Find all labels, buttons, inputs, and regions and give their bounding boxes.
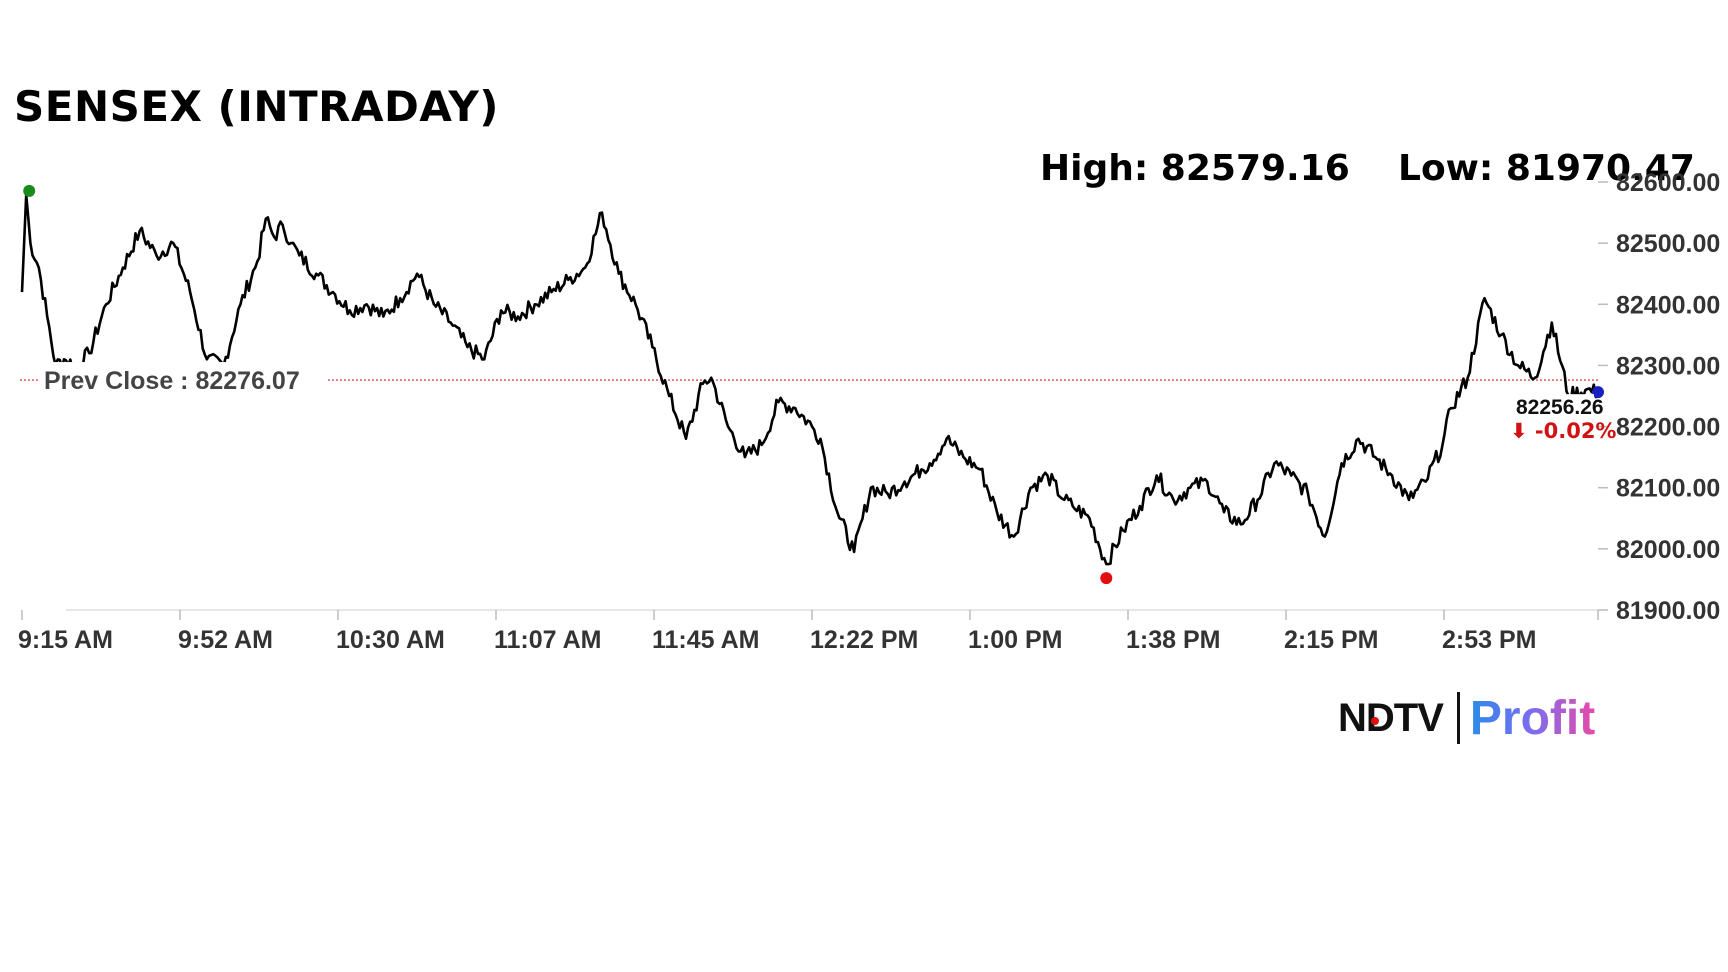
- last-value-label: 82256.26: [1516, 396, 1604, 419]
- plot-area: [20, 193, 1600, 566]
- intraday-chart: 9:15 AM 9:52 AM 10:30 AM 11:07 AM 11:45 AM 12…: [18, 169, 1720, 654]
- prev-close-label: Prev Close : 82276.07: [44, 367, 300, 395]
- change-label: ⬇ -0.02%: [1510, 419, 1616, 443]
- last-point-marker: [1592, 386, 1604, 399]
- prev-close-label-bg: [38, 362, 328, 397]
- y-tick-label: 82500.00: [1616, 230, 1720, 258]
- x-tick-label: 9:15 AM: [18, 626, 113, 654]
- y-tick-label: 82100.00: [1616, 475, 1720, 503]
- high-point-marker: [23, 184, 36, 197]
- ndtv-profit-logo: NDTV Profit: [1338, 690, 1595, 746]
- x-tick-label: 1:38 PM: [1126, 626, 1220, 654]
- y-tick-label: 82300.00: [1616, 352, 1720, 380]
- y-tick-label: 81900.00: [1616, 597, 1720, 625]
- low-label: Low: 81970.47: [1398, 148, 1695, 189]
- y-tick-label: 82200.00: [1616, 414, 1720, 442]
- axes: 9:15 AM 9:52 AM 10:30 AM 11:07 AM 11:45 AM 12…: [18, 169, 1720, 654]
- y-tick-label: 82400.00: [1616, 291, 1720, 319]
- brand-dot: [1371, 716, 1379, 725]
- x-tick-label: 11:45 AM: [652, 626, 759, 654]
- x-tick-label: 10:30 AM: [336, 626, 445, 654]
- chart-title: SENSEX (INTRADAY): [14, 82, 499, 131]
- high-label: High: 82579.16: [1040, 148, 1350, 189]
- brand-separator: [1456, 692, 1460, 744]
- x-tick-label: 11:07 AM: [494, 626, 601, 654]
- y-tick-label: 82600.00: [1616, 169, 1720, 197]
- x-tick-label: 2:15 PM: [1284, 626, 1378, 654]
- annotations: Prev Close : 82276.07 82256.26⬇ -0.02%: [23, 184, 1616, 585]
- series-line: [20, 193, 1600, 566]
- x-tick-label: 9:52 AM: [178, 626, 273, 654]
- last-value-bg: [1514, 394, 1594, 421]
- low-point-marker: [1100, 572, 1113, 585]
- brand-ndtv: NDTV: [1338, 695, 1444, 740]
- x-tick-label: 2:53 PM: [1442, 626, 1536, 654]
- brand-profit: Profit: [1469, 691, 1596, 745]
- x-tick-label: 12:22 PM: [810, 626, 918, 654]
- y-tick-label: 82000.00: [1616, 536, 1720, 564]
- x-tick-label: 1:00 PM: [968, 626, 1062, 654]
